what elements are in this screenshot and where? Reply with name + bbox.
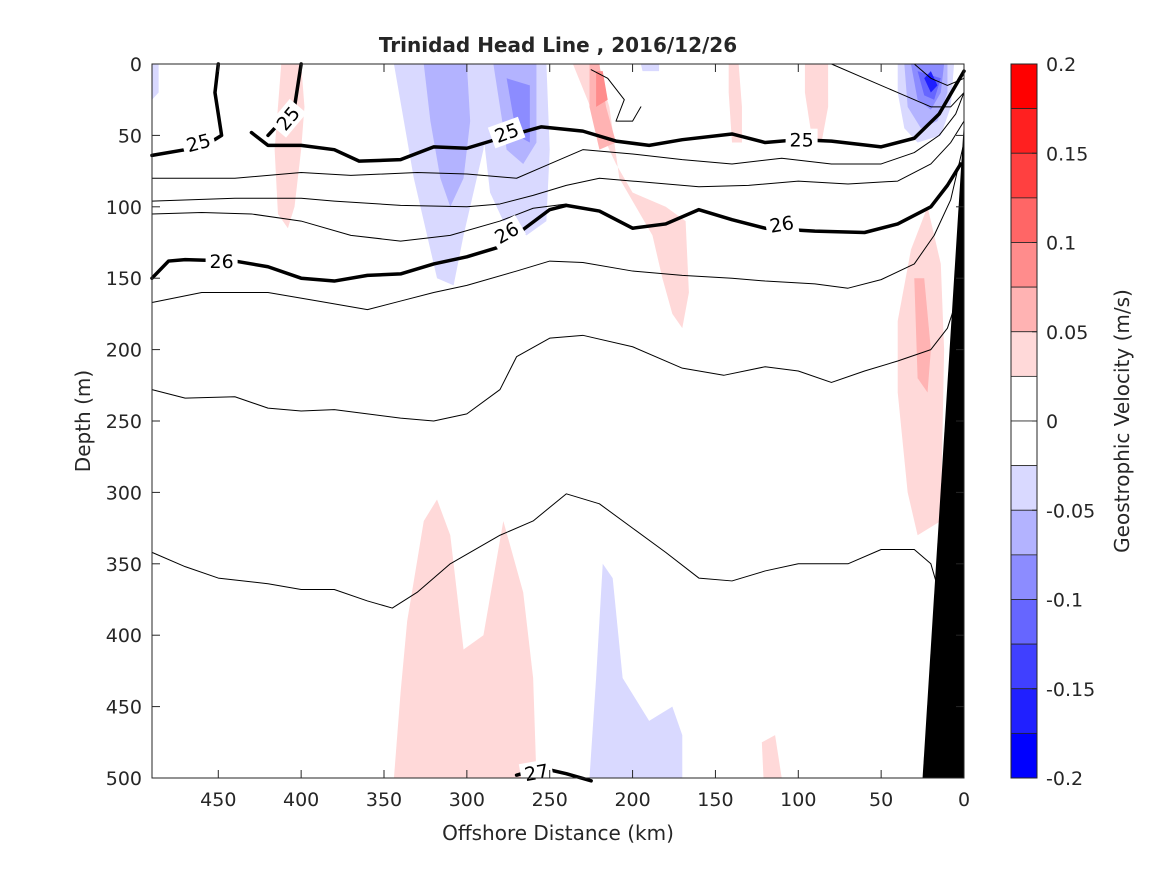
x-tick-label: 400 [283, 789, 319, 811]
contour-label-background [269, 98, 307, 138]
onshore-velocity-patch [393, 499, 537, 778]
x-tick-label: 50 [869, 789, 893, 811]
y-tick-label: 0 [130, 54, 142, 76]
contour-label-background [487, 214, 526, 251]
contour-label: 25 [790, 130, 814, 152]
colorbar-segment [1010, 643, 1038, 690]
colorbar-tick-label: 0.2 [1046, 54, 1076, 76]
y-axis-label: Depth (m) [71, 370, 95, 472]
y-tick-label: 450 [106, 697, 142, 719]
colorbar-ticks: 0.2 0.15 0.1 0.05 0 -0.05 -0.1 -0.15 -0.2 [1032, 54, 1095, 790]
x-tick-label: 300 [449, 789, 485, 811]
colorbar-segment [1010, 732, 1038, 779]
colorbar-tick-label: 0.1 [1046, 233, 1076, 255]
colorbar-segment [1010, 286, 1038, 333]
contour-label: 26 [768, 212, 796, 238]
isopycnal-line [913, 63, 965, 86]
y-tick-label: 50 [118, 125, 142, 147]
x-tick-label: 350 [366, 789, 402, 811]
y-tick-label: 400 [106, 625, 142, 647]
y-tick-label: 350 [106, 554, 142, 576]
y-tick-label: 300 [106, 482, 142, 504]
colorbar-segment [1010, 554, 1038, 600]
colorbar-tick-label: -0.15 [1046, 679, 1095, 701]
offshore-velocity-patch [152, 64, 159, 100]
contour-label-background [518, 758, 555, 786]
contour-label: 27 [523, 760, 551, 786]
colorbar-segment [1010, 197, 1038, 243]
offshore-velocity-patch [924, 71, 938, 93]
onshore-velocity-patch [596, 71, 608, 107]
y-tick-label: 100 [106, 197, 142, 219]
isopycnal-line [830, 63, 965, 108]
contour-label-background [487, 116, 526, 149]
onshore-velocity-patch [761, 735, 782, 778]
colorbar-tick-label: -0.1 [1046, 590, 1083, 612]
contour-label-background [205, 250, 238, 273]
x-axis-label: Offshore Distance (km) [442, 821, 674, 845]
contour-label-background [764, 210, 800, 238]
y-axis: 0 50 100 150 200 250 300 350 400 450 500 [106, 54, 964, 790]
offshore-velocity-patch [589, 563, 683, 778]
x-tick-label: 150 [697, 789, 733, 811]
isopycnal-line [151, 142, 965, 311]
colorbar-segment [1010, 152, 1038, 199]
x-tick-label: 0 [958, 789, 970, 811]
colorbar-segment [1010, 509, 1038, 556]
seafloor-mask [922, 121, 964, 779]
colorbar-label: Geostrophic Velocity (m/s) [1110, 289, 1134, 553]
onshore-velocity-patch [914, 278, 931, 393]
x-axis: 450 400 350 300 250 200 150 100 50 0 [200, 64, 970, 811]
onshore-velocity-patch [804, 64, 829, 143]
colorbar [1010, 63, 1038, 779]
colorbar-segment [1010, 108, 1038, 154]
offshore-velocity-patch [423, 64, 471, 207]
isopycnal-labeled-line [150, 162, 963, 283]
colorbar-tick-label: -0.2 [1046, 768, 1083, 790]
offshore-velocity-patch [506, 78, 530, 143]
x-tick-label: 200 [614, 789, 650, 811]
y-tick-label: 200 [106, 340, 142, 362]
colorbar-tick-label: 0 [1046, 411, 1058, 433]
isopycnal-line [151, 120, 965, 208]
x-tick-label: 100 [780, 789, 816, 811]
colorbar-tick-label: -0.05 [1046, 500, 1095, 522]
colorbar-segment [1010, 465, 1038, 511]
colorbar-segment [1010, 375, 1038, 422]
offshore-velocity-patch [640, 64, 660, 72]
y-tick-label: 150 [106, 268, 142, 290]
contour-label-background [180, 127, 217, 158]
velocity-field [152, 64, 955, 778]
y-tick-label: 250 [106, 411, 142, 433]
isopycnal-line [151, 203, 567, 242]
isopycnal-labeled-line [249, 69, 966, 163]
colorbar-segment [1010, 688, 1038, 734]
colorbar-segment [1010, 420, 1038, 467]
plot-background [152, 64, 964, 778]
contour-label: 26 [210, 251, 234, 273]
colorbar-tick-label: 0.15 [1046, 143, 1088, 165]
isopycnal-line [151, 493, 948, 622]
onshore-velocity-patch [728, 64, 742, 143]
x-tick-label: 250 [532, 789, 568, 811]
contour-label-background [785, 128, 818, 151]
colorbar-segment [1010, 599, 1038, 645]
isopycnal-line [590, 69, 642, 122]
colorbar-tick-label: 0.05 [1046, 322, 1088, 344]
chart-title: Trinidad Head Line , 2016/12/26 [379, 33, 737, 57]
colorbar-segment [1010, 242, 1038, 288]
y-tick-label: 500 [106, 768, 142, 790]
isopycnal-labeled-line [150, 62, 224, 158]
isopycnal-line [151, 277, 965, 422]
x-tick-label: 450 [200, 789, 236, 811]
isopycnal-line [151, 92, 965, 179]
colorbar-segment [1010, 63, 1038, 110]
colorbar-segment [1010, 331, 1038, 377]
